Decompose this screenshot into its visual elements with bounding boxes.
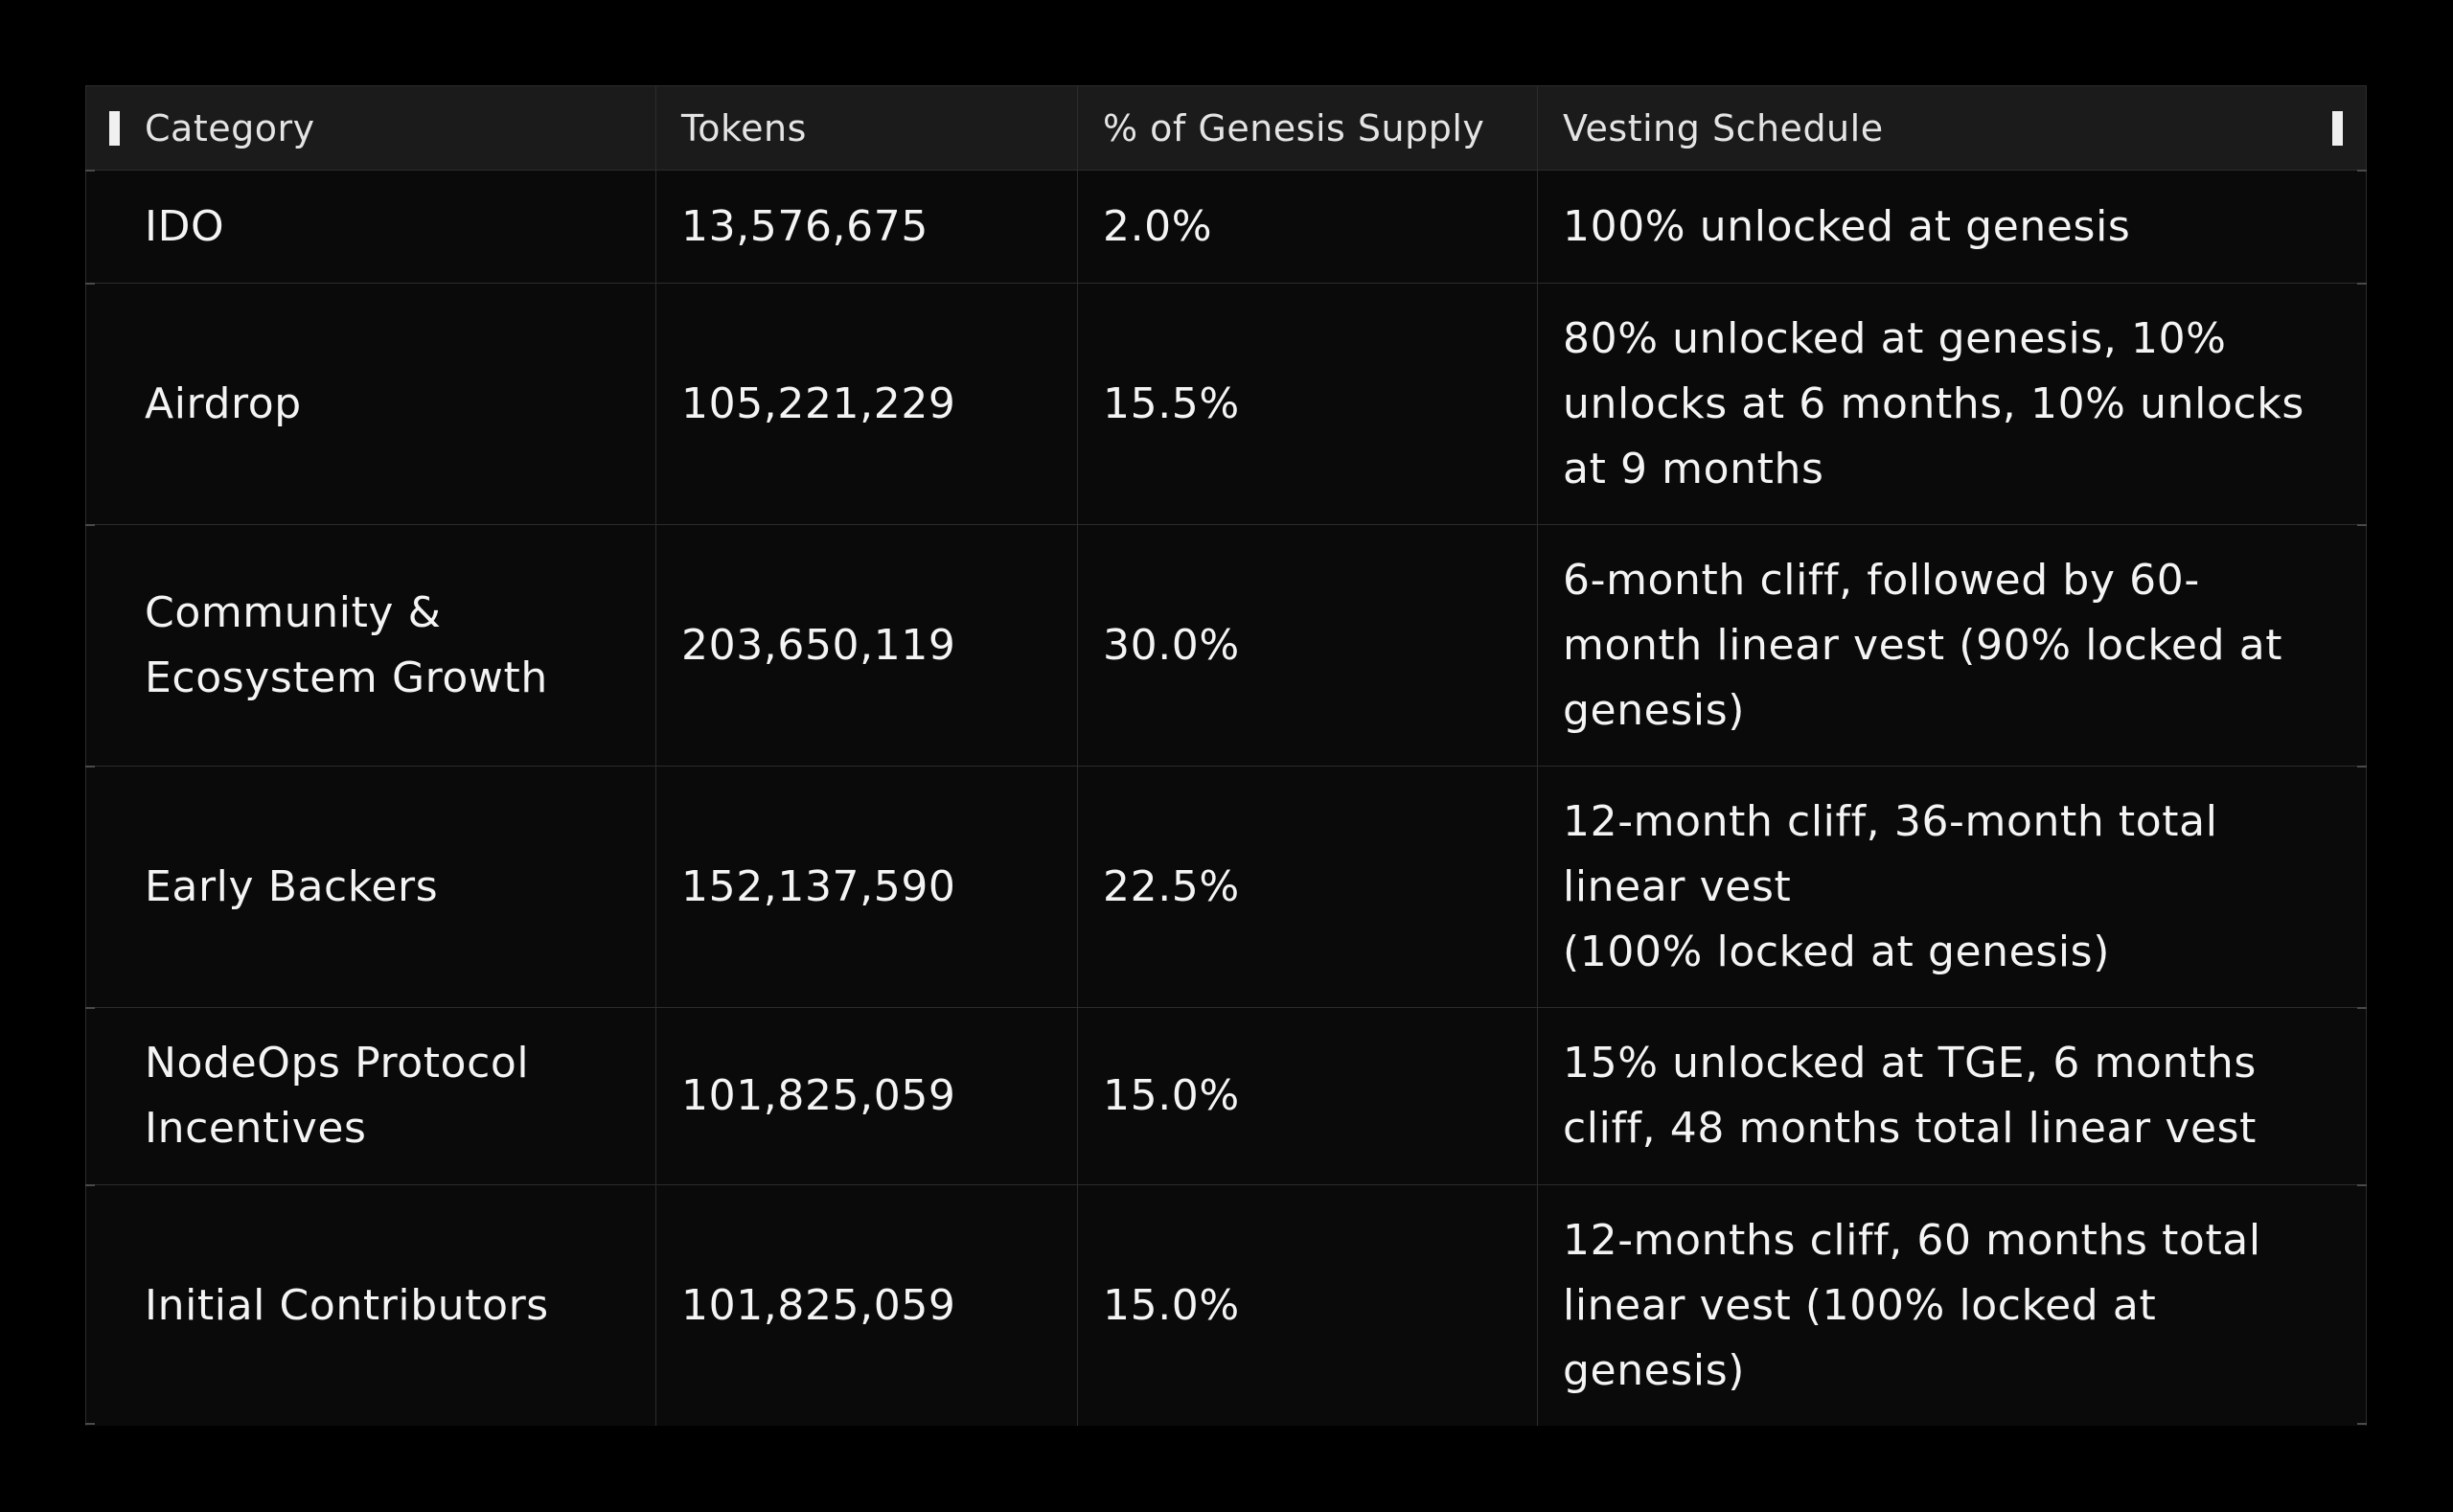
tokens-cell: 105,221,229: [681, 378, 956, 428]
vesting-cell: 12-month cliff, 36-month total linear ve…: [1563, 796, 2218, 976]
percent-cell: 22.5%: [1103, 861, 1240, 911]
tokens-cell: 101,825,059: [681, 1280, 956, 1330]
table-row-category: Early Backers: [86, 767, 656, 1008]
header-tokens: Tokens: [656, 86, 1078, 171]
row-divider-tick: [2357, 766, 2367, 767]
header-category-label: Category: [145, 106, 315, 149]
table-row-vesting: 6-month cliff, followed by 60-month line…: [1538, 525, 2366, 767]
category-cell: Community & Ecosystem Growth: [145, 587, 548, 702]
table-row-vesting: 80% unlocked at genesis, 10% unlocks at …: [1538, 284, 2366, 525]
table-row-category: Initial Contributors: [86, 1185, 656, 1426]
row-divider-tick: [2357, 170, 2367, 172]
percent-cell: 30.0%: [1103, 620, 1240, 670]
vesting-cell: 80% unlocked at genesis, 10% unlocks at …: [1563, 313, 2304, 493]
row-divider-tick: [85, 1007, 95, 1009]
percent-cell: 2.0%: [1103, 201, 1213, 251]
header-percent: % of Genesis Supply: [1078, 86, 1538, 171]
table-row-category: Airdrop: [86, 284, 656, 525]
table-row-percent: 2.0%: [1078, 171, 1538, 284]
header-tokens-label: Tokens: [681, 106, 807, 149]
vesting-cell: 15% unlocked at TGE, 6 months cliff, 48 …: [1563, 1039, 2258, 1153]
table-row-percent: 30.0%: [1078, 525, 1538, 767]
table-row-category: Community & Ecosystem Growth: [86, 525, 656, 767]
vesting-cell: 6-month cliff, followed by 60-month line…: [1563, 555, 2283, 735]
category-cell: Initial Contributors: [145, 1280, 549, 1330]
vesting-cell: 100% unlocked at genesis: [1563, 201, 2131, 251]
header-percent-label: % of Genesis Supply: [1103, 106, 1485, 149]
percent-cell: 15.0%: [1103, 1071, 1240, 1120]
row-divider-tick: [2357, 1423, 2367, 1425]
row-divider-tick: [2357, 283, 2367, 285]
token-allocation-table: Category Tokens % of Genesis Supply Vest…: [85, 85, 2367, 1426]
tokens-cell: 152,137,590: [681, 861, 956, 911]
percent-cell: 15.0%: [1103, 1280, 1240, 1330]
table-row-percent: 15.0%: [1078, 1185, 1538, 1426]
category-cell: IDO: [145, 201, 225, 251]
row-divider-tick: [85, 1184, 95, 1186]
tokens-cell: 101,825,059: [681, 1071, 956, 1120]
table-row-vesting: 12-month cliff, 36-month total linear ve…: [1538, 767, 2366, 1008]
row-divider-tick: [85, 1423, 95, 1425]
row-divider-tick: [85, 524, 95, 526]
row-divider-tick: [85, 170, 95, 172]
table-row-percent: 15.0%: [1078, 1008, 1538, 1185]
percent-cell: 15.5%: [1103, 378, 1240, 428]
table-row-tokens: 105,221,229: [656, 284, 1078, 525]
tokens-cell: 13,576,675: [681, 201, 928, 251]
category-cell: NodeOps Protocol Incentives: [145, 1039, 530, 1153]
table-row-tokens: 152,137,590: [656, 767, 1078, 1008]
header-right-marker: [2332, 111, 2343, 146]
table-row-vesting: 12-months cliff, 60 months total linear …: [1538, 1185, 2366, 1426]
row-divider-tick: [85, 766, 95, 767]
header-left-marker: [109, 111, 120, 146]
vesting-cell: 12-months cliff, 60 months total linear …: [1563, 1215, 2261, 1395]
row-divider-tick: [2357, 1007, 2367, 1009]
table-row-vesting: 15% unlocked at TGE, 6 months cliff, 48 …: [1538, 1008, 2366, 1185]
table-row-tokens: 13,576,675: [656, 171, 1078, 284]
table-row-tokens: 101,825,059: [656, 1185, 1078, 1426]
category-cell: Airdrop: [145, 378, 302, 428]
header-vesting: Vesting Schedule: [1538, 86, 2366, 171]
tokens-cell: 203,650,119: [681, 620, 956, 670]
table-row-percent: 22.5%: [1078, 767, 1538, 1008]
table-row-percent: 15.5%: [1078, 284, 1538, 525]
table-row-vesting: 100% unlocked at genesis: [1538, 171, 2366, 284]
table-row-category: IDO: [86, 171, 656, 284]
header-category: Category: [86, 86, 656, 171]
category-cell: Early Backers: [145, 861, 439, 911]
table-row-tokens: 101,825,059: [656, 1008, 1078, 1185]
header-vesting-label: Vesting Schedule: [1563, 106, 1884, 149]
table-row-tokens: 203,650,119: [656, 525, 1078, 767]
table-row-category: NodeOps Protocol Incentives: [86, 1008, 656, 1185]
row-divider-tick: [2357, 524, 2367, 526]
row-divider-tick: [2357, 1184, 2367, 1186]
table-grid: Category Tokens % of Genesis Supply Vest…: [86, 86, 2366, 1426]
row-divider-tick: [85, 283, 95, 285]
